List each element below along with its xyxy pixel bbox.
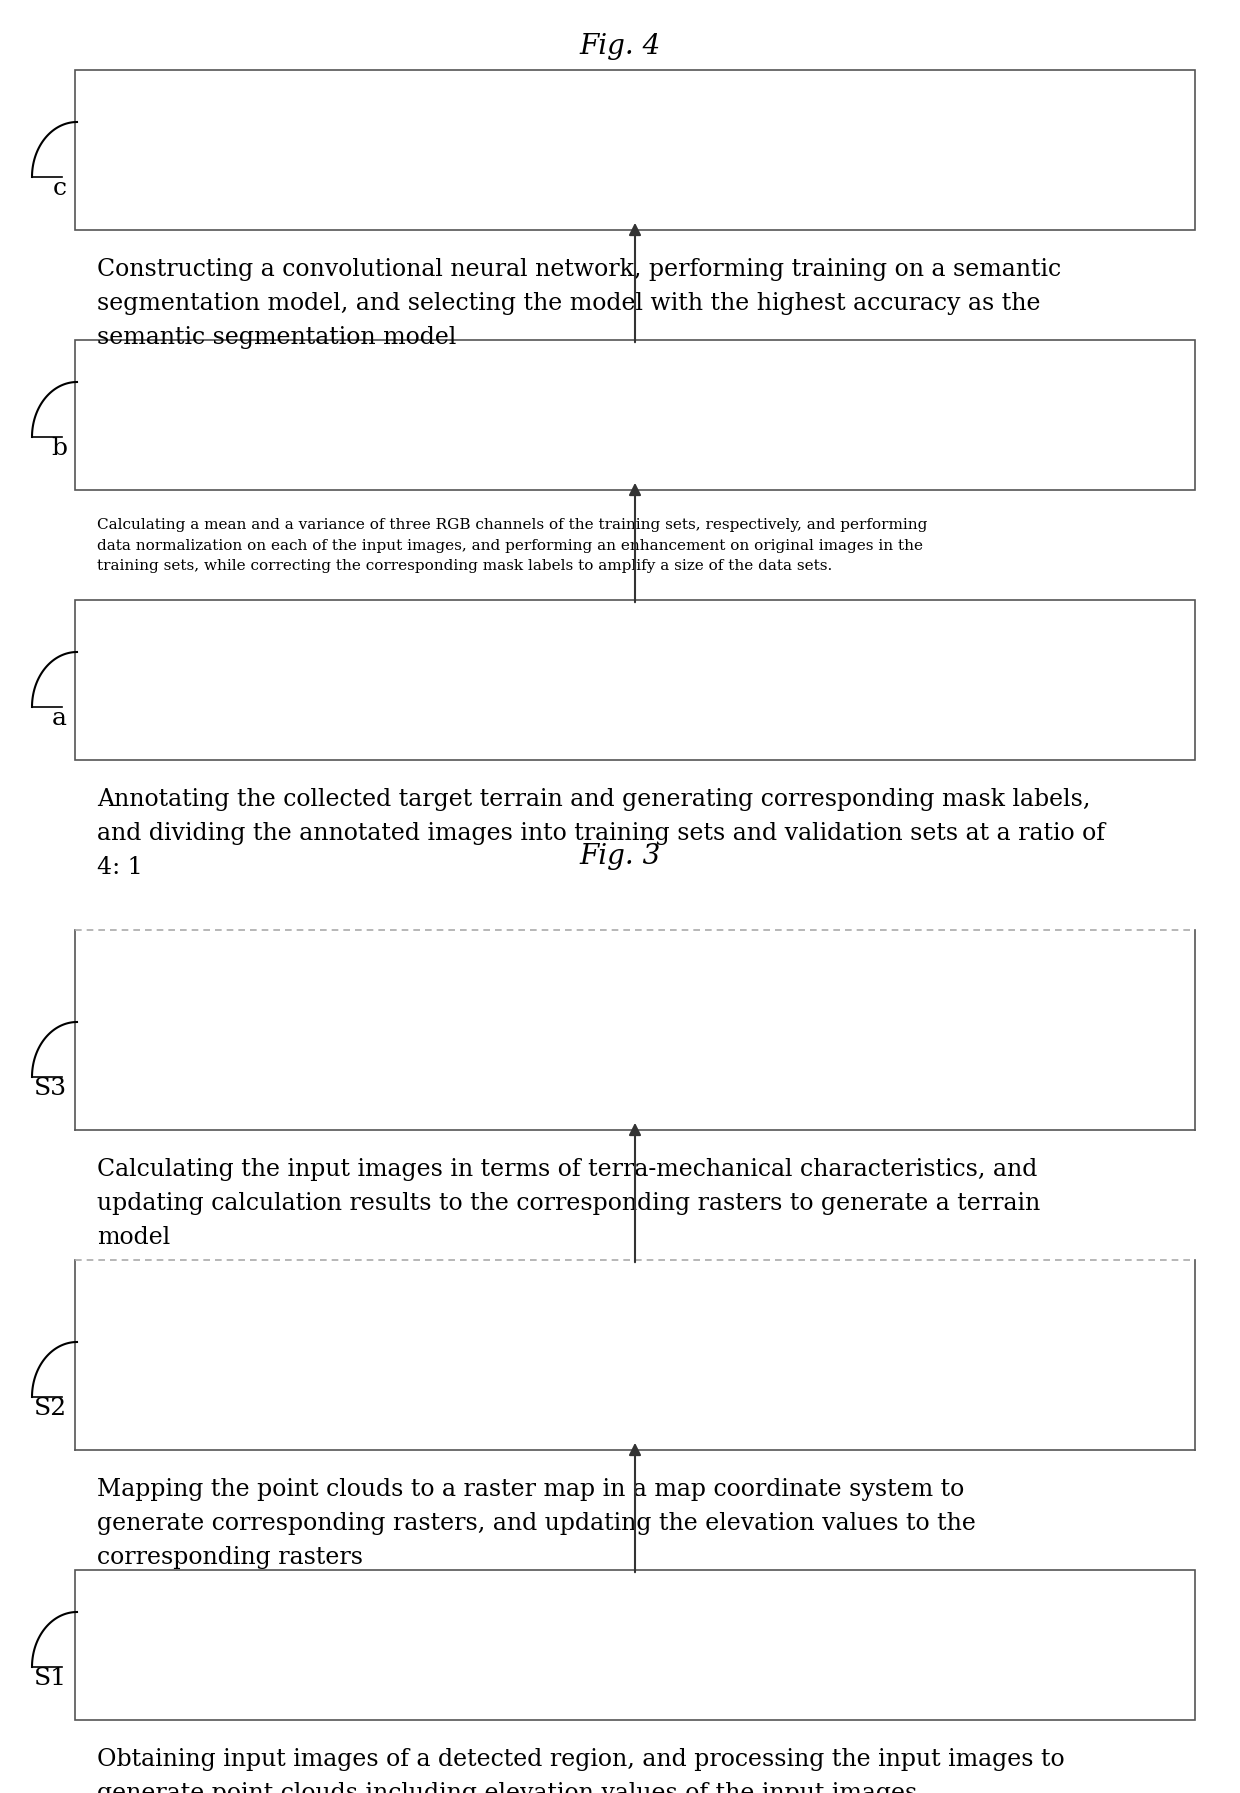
Bar	[74, 70, 1195, 230]
Text: b: b	[51, 437, 67, 461]
Text: Fig. 4: Fig. 4	[579, 32, 661, 59]
Text: c: c	[53, 178, 67, 201]
Text: a: a	[52, 706, 67, 730]
Text: S2: S2	[33, 1397, 67, 1420]
Text: Obtaining input images of a detected region, and processing the input images to
: Obtaining input images of a detected reg…	[97, 1748, 1065, 1793]
Text: Calculating a mean and a variance of three RGB channels of the training sets, re: Calculating a mean and a variance of thr…	[97, 518, 928, 574]
Bar	[74, 601, 1195, 760]
Text: Annotating the collected target terrain and generating corresponding mask labels: Annotating the collected target terrain …	[97, 787, 1105, 879]
Text: S1: S1	[33, 1667, 67, 1691]
Text: Mapping the point clouds to a raster map in a map coordinate system to
generate : Mapping the point clouds to a raster map…	[97, 1477, 976, 1569]
Bar	[74, 341, 1195, 489]
Text: S3: S3	[33, 1078, 67, 1099]
Text: Fig. 3: Fig. 3	[579, 843, 661, 870]
Bar	[74, 1571, 1195, 1719]
Text: Calculating the input images in terms of terra-mechanical characteristics, and
u: Calculating the input images in terms of…	[97, 1158, 1040, 1248]
Text: Constructing a convolutional neural network, performing training on a semantic
s: Constructing a convolutional neural netw…	[97, 258, 1061, 348]
